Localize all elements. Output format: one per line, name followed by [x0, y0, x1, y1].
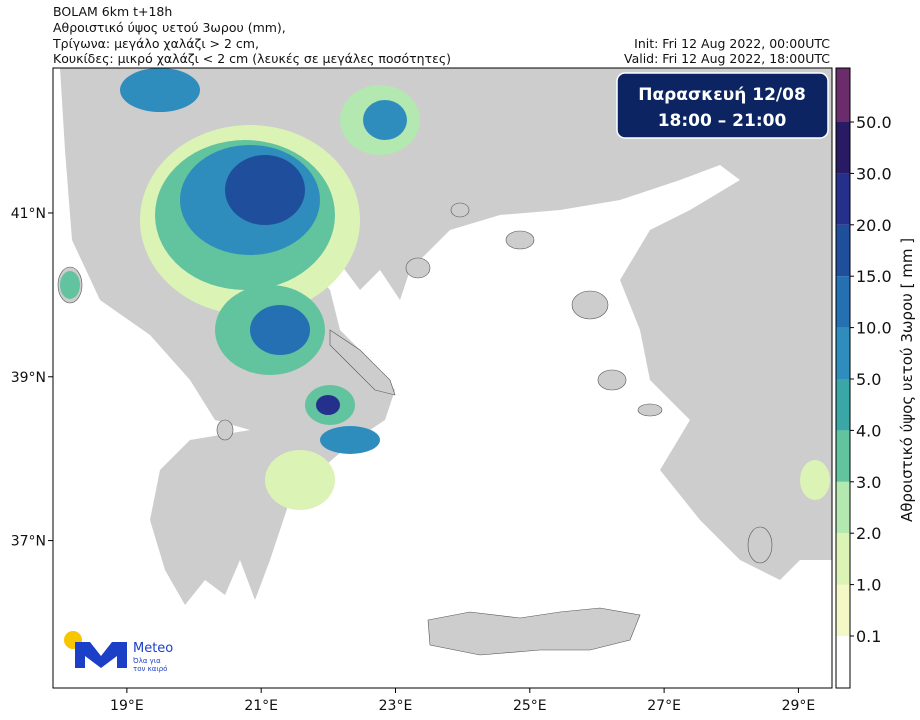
init-time: Init: Fri 12 Aug 2022, 00:00UTC — [634, 36, 830, 51]
colorbar-tick-label: 0.1 — [856, 627, 881, 646]
colorbar-band — [836, 276, 850, 328]
colorbar-band — [836, 379, 850, 431]
header-line: Τρίγωνα: μεγάλο χαλάζι > 2 cm, — [52, 36, 259, 51]
colorbar-band — [836, 173, 850, 225]
header-line: Κουκίδες: μικρό χαλάζι < 2 cm (λευκές σε… — [53, 51, 451, 66]
colorbar-band — [836, 327, 850, 379]
colorbar-tick-label: 3.0 — [856, 473, 881, 492]
logo-name: Meteo — [133, 641, 173, 656]
x-tick-label: 21°E — [244, 698, 278, 714]
colorbar-band — [836, 68, 850, 122]
logo-tagline: Όλα για — [132, 657, 161, 665]
colorbar-band — [836, 481, 850, 534]
badge-day: Παρασκευή 12/08 — [638, 85, 806, 105]
colorbar-tick-label: 1.0 — [856, 576, 881, 595]
colorbar-tick-label: 4.0 — [856, 421, 881, 440]
header-line: Αθροιστικό ύψος υετού 3ωρου (mm), — [53, 20, 286, 35]
y-tick-label: 41°N — [11, 206, 46, 222]
x-tick-label: 19°E — [110, 698, 144, 714]
y-tick-label: 39°N — [11, 370, 46, 386]
colorbar-band — [836, 122, 850, 174]
colorbar-tick-label: 20.0 — [856, 216, 892, 235]
colorbar-tick-label: 5.0 — [856, 370, 881, 389]
map-frame — [52, 67, 833, 689]
header-line: BOLAM 6km t+18h — [53, 4, 172, 19]
logo-tagline: τον καιρό — [133, 665, 167, 673]
precipitation — [60, 68, 830, 510]
x-tick-label: 29°E — [782, 698, 816, 714]
map — [52, 67, 833, 689]
colorbar-frame — [835, 67, 851, 689]
colorbar-band — [836, 584, 850, 636]
logo-mark — [75, 642, 127, 668]
y-tick-label: 37°N — [11, 534, 46, 550]
badge: Παρασκευή 12/08 18:00 – 21:00 — [616, 72, 829, 139]
logo: Meteo Όλα για τον καιρό — [64, 631, 173, 673]
colorbar-tick-label: 50.0 — [856, 113, 892, 132]
badge-time: 18:00 – 21:00 — [658, 111, 787, 131]
colorbar-title: Αθροιστικό ύψος υετού 3ωρου [ mm ] — [898, 238, 916, 522]
colorbar-tick-label: 15.0 — [856, 267, 892, 286]
colorbar-tick-label: 30.0 — [856, 164, 892, 183]
badge-box — [616, 72, 829, 139]
x-tick-label: 27°E — [647, 698, 681, 714]
x-tick-label: 23°E — [379, 698, 413, 714]
colorbar-band — [836, 533, 850, 585]
colorbar-band — [836, 224, 850, 277]
colorbar-tick-label: 10.0 — [856, 319, 892, 338]
valid-time: Valid: Fri 12 Aug 2022, 18:00UTC — [624, 51, 830, 66]
colorbar-tick-label: 2.0 — [856, 524, 881, 543]
colorbar-band — [836, 430, 850, 482]
x-tick-label: 25°E — [513, 698, 547, 714]
colorbar-band — [836, 636, 850, 688]
sea — [53, 68, 832, 688]
